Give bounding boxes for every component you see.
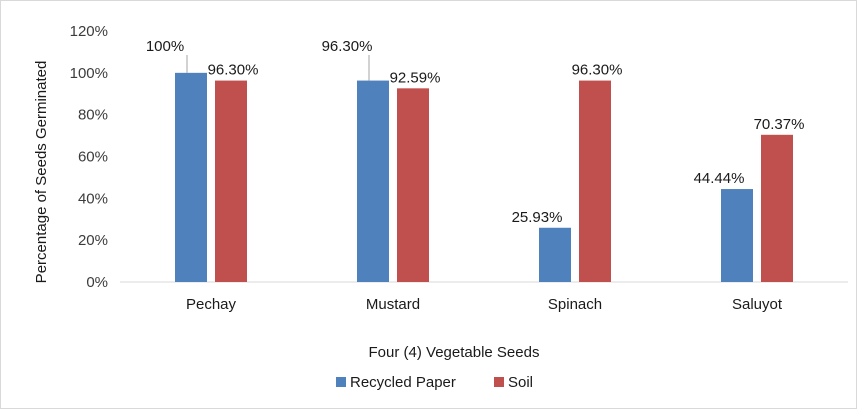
x-tick-label: Mustard: [366, 296, 420, 313]
x-axis-labels: Pechay Mustard Spinach Saluyot: [186, 296, 783, 313]
data-labels: 100% 96.30% 96.30% 92.59% 25.93% 96.30% 44.44%…: [146, 38, 805, 226]
y-axis-title: Percentage of Seeds Germinated: [33, 61, 50, 284]
y-tick-label: 80%: [78, 107, 108, 124]
bars-group: [175, 72, 793, 282]
data-label: 96.30%: [572, 62, 623, 79]
bar-recycled-paper: [539, 227, 571, 282]
bar-soil: [579, 80, 611, 282]
y-tick-label: 0%: [86, 274, 108, 291]
bar-soil: [397, 88, 429, 282]
legend-swatch: [336, 377, 346, 387]
y-tick-label: 40%: [78, 190, 108, 207]
data-label: 96.30%: [322, 38, 373, 55]
data-label: 70.37%: [754, 116, 805, 133]
bar-recycled-paper: [175, 72, 207, 282]
y-axis: 0% 20% 40% 60% 80% 100% 120%: [70, 23, 108, 291]
data-label: 100%: [146, 38, 184, 55]
legend-swatch: [494, 377, 504, 387]
legend: Recycled Paper Soil: [336, 374, 533, 391]
bar-recycled-paper: [721, 189, 753, 282]
y-tick-label: 120%: [70, 23, 108, 40]
legend-label: Recycled Paper: [350, 374, 456, 391]
data-label: 44.44%: [694, 170, 745, 187]
bar-soil: [761, 134, 793, 282]
y-tick-label: 60%: [78, 149, 108, 166]
leader-lines: [186, 55, 370, 81]
y-tick-label: 100%: [70, 65, 108, 82]
x-tick-label: Pechay: [186, 296, 237, 313]
data-label: 25.93%: [512, 209, 563, 226]
data-label: 96.30%: [208, 62, 259, 79]
y-tick-label: 20%: [78, 232, 108, 249]
bar-recycled-paper: [357, 80, 389, 282]
legend-label: Soil: [508, 374, 533, 391]
data-label: 92.59%: [390, 69, 441, 86]
bar-soil: [215, 80, 247, 282]
x-tick-label: Saluyot: [732, 296, 783, 313]
x-tick-label: Spinach: [548, 296, 602, 313]
x-axis-title: Four (4) Vegetable Seeds: [369, 344, 540, 361]
